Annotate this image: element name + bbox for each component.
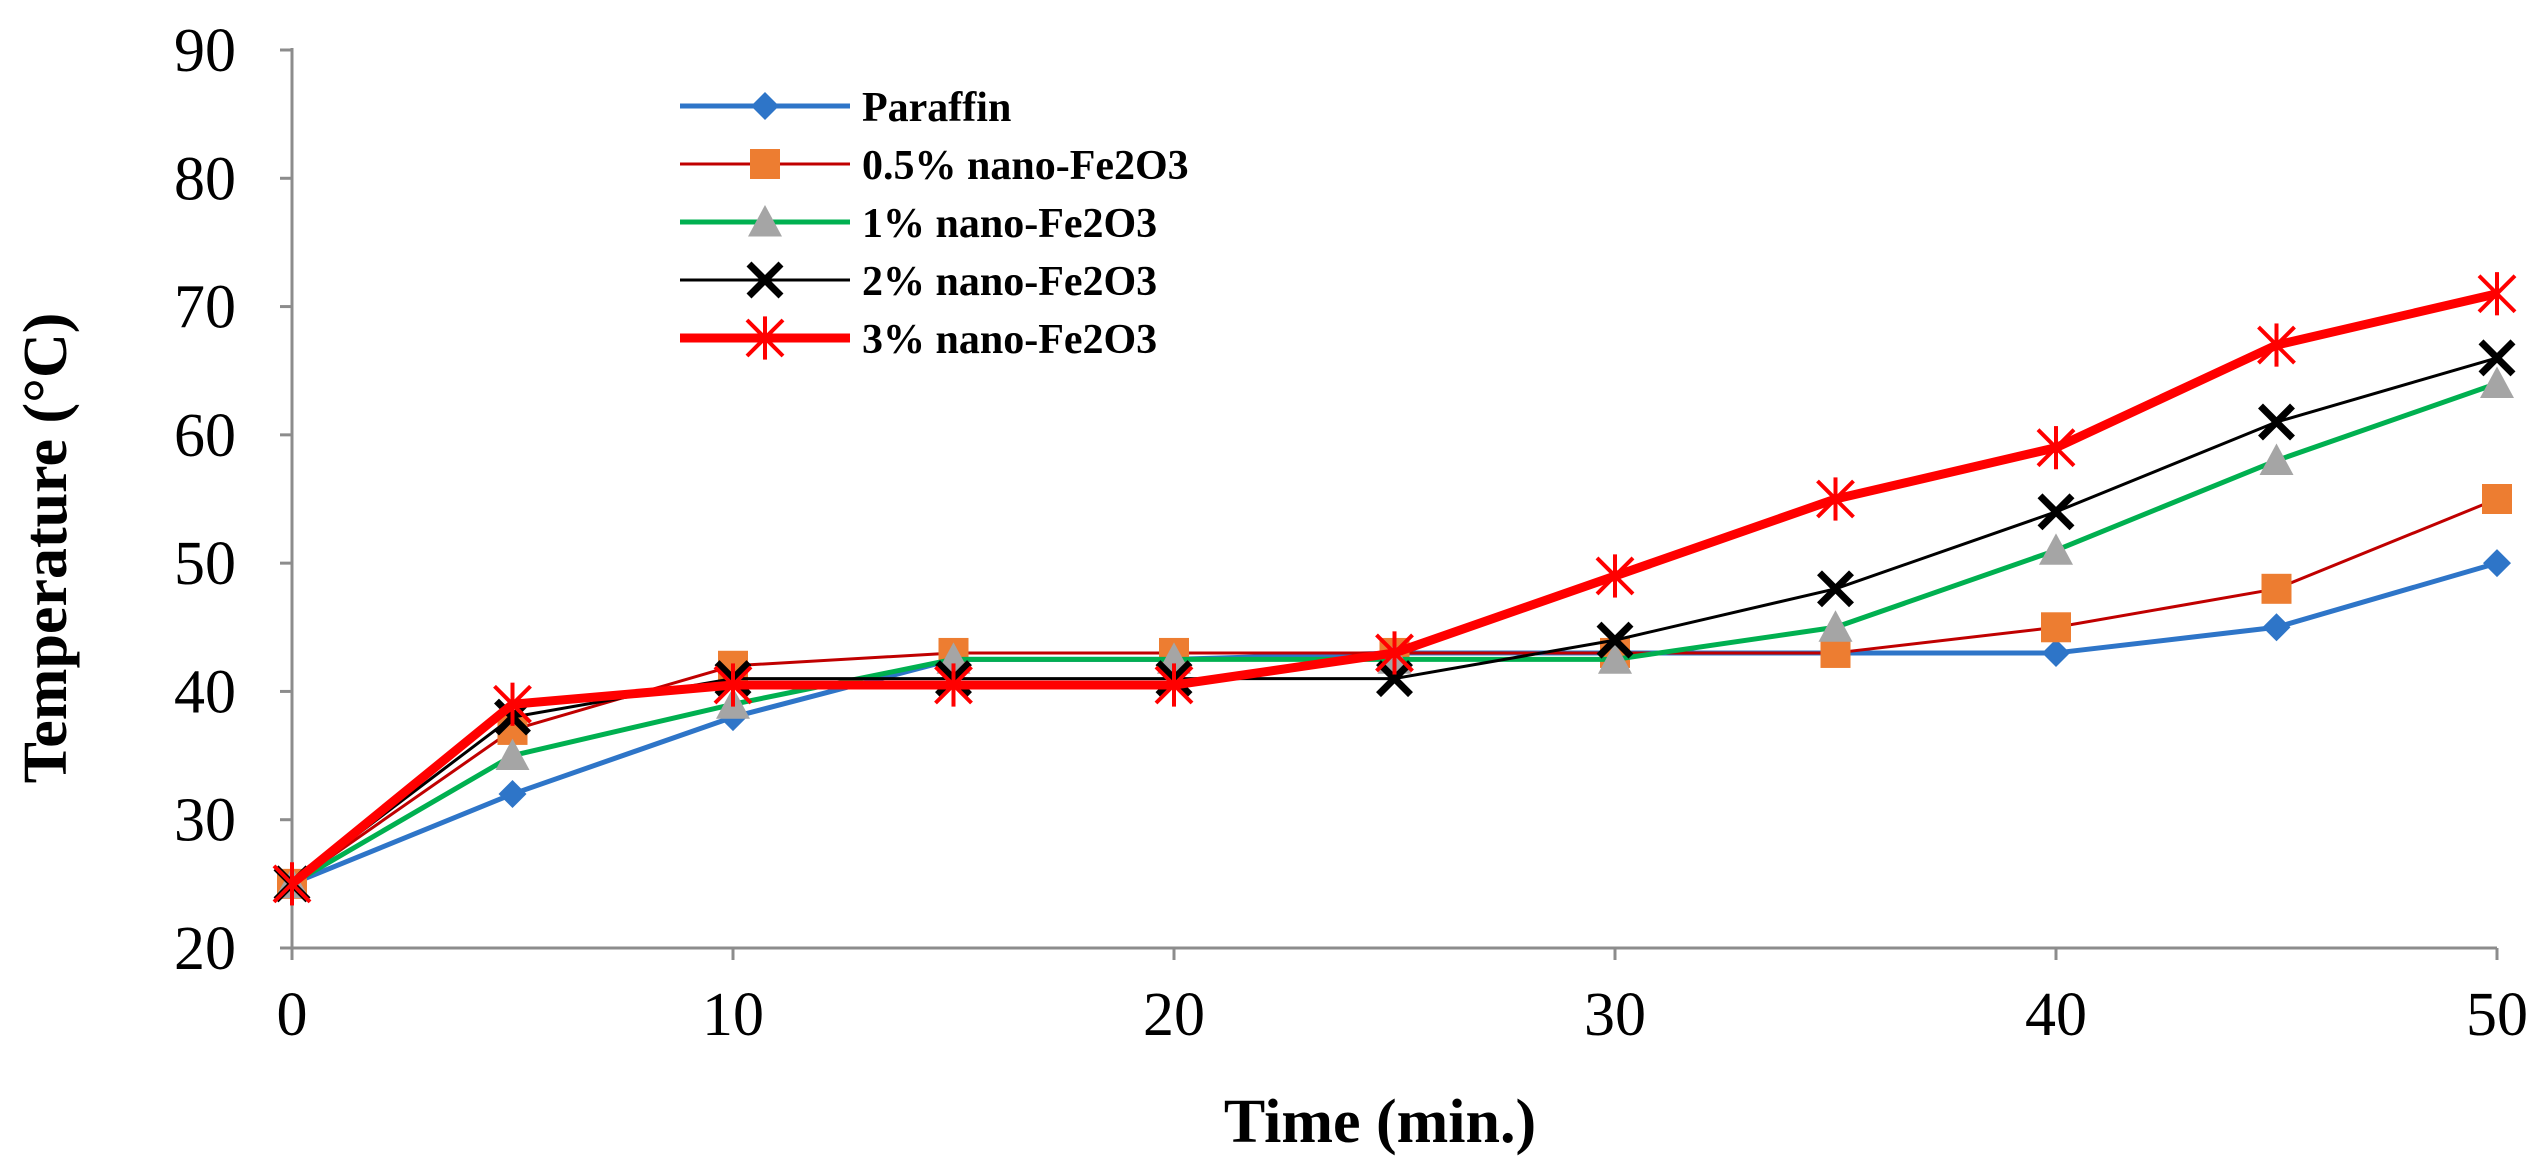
data-point <box>2262 613 2291 642</box>
data-point <box>2261 573 2292 604</box>
legend-entry: 1% nano-Fe2O3 <box>680 201 1157 247</box>
data-point <box>2039 533 2073 565</box>
x-tick-label: 50 <box>2466 981 2528 1049</box>
data-point <box>2477 272 2517 316</box>
legend-marker <box>746 261 784 299</box>
y-tick-label: 40 <box>174 658 236 726</box>
data-point <box>2480 366 2514 398</box>
y-tick-label: 20 <box>174 915 236 983</box>
data-point <box>2478 339 2516 377</box>
x-tick-label: 10 <box>702 981 764 1049</box>
legend-marker <box>745 316 785 360</box>
series-0 <box>278 549 2511 898</box>
series-line <box>289 289 2499 888</box>
legend-label: Paraffin <box>862 85 1011 131</box>
data-point <box>2258 403 2295 441</box>
data-point <box>2042 638 2070 667</box>
series-3 <box>273 339 2516 903</box>
y-tick-label: 30 <box>174 787 236 855</box>
legend-label: 1% nano-Fe2O3 <box>862 201 1157 247</box>
x-marker-stroke <box>2478 339 2516 377</box>
data-point <box>1598 642 1632 674</box>
x-tick-label: 30 <box>1584 981 1646 1049</box>
series-group <box>272 272 2517 906</box>
y-tick-label: 70 <box>174 274 236 342</box>
legend-marker <box>748 205 782 237</box>
legend-marker <box>750 149 780 179</box>
data-point <box>1818 610 1853 642</box>
data-point <box>2482 484 2512 514</box>
legend-entry: 3% nano-Fe2O3 <box>680 316 1157 363</box>
data-point <box>2037 493 2075 531</box>
data-point <box>1817 570 1854 608</box>
y-tick-label: 60 <box>174 402 236 470</box>
x-marker-stroke <box>1376 660 1413 698</box>
data-point <box>498 780 527 809</box>
data-point <box>272 862 312 906</box>
legend-label: 2% nano-Fe2O3 <box>862 259 1157 305</box>
legend-entry: Paraffin <box>680 85 1011 131</box>
series-4 <box>272 272 2517 906</box>
y-tick-label: 80 <box>174 145 236 213</box>
x-marker-stroke <box>1596 621 1634 659</box>
data-point <box>2257 323 2296 367</box>
y-axis-title: Temperature (°C) <box>12 313 80 784</box>
data-point <box>1595 554 1635 598</box>
legend-marker <box>751 92 779 120</box>
data-point <box>2259 443 2294 475</box>
legend: Paraffin 0.5% nano-Fe2O3 1% nano-Fe2O3 2% n… <box>680 85 1189 363</box>
x-tick-label: 20 <box>1143 981 1205 1049</box>
data-point <box>1375 631 1414 675</box>
axes: 20 30 40 50 60 70 80 90 0 10 20 30 40 50 <box>174 17 2528 1049</box>
legend-label: 0.5% nano-Fe2O3 <box>862 143 1189 189</box>
x-tick-label: 40 <box>2025 981 2087 1049</box>
data-point <box>1376 660 1413 698</box>
data-point <box>495 738 530 771</box>
x-marker-stroke <box>1817 570 1854 608</box>
y-tick-label: 90 <box>174 17 236 85</box>
series-line <box>291 356 2498 886</box>
data-point <box>1154 663 1194 707</box>
x-marker-stroke <box>2037 493 2075 531</box>
x-axis-title: Time (min.) <box>1224 1088 1536 1156</box>
data-point <box>493 682 532 726</box>
data-point <box>2036 426 2076 470</box>
data-point <box>713 663 753 707</box>
legend-entry: 0.5% nano-Fe2O3 <box>680 143 1189 189</box>
legend-entry: 2% nano-Fe2O3 <box>680 259 1157 305</box>
y-tick-label: 50 <box>174 530 236 598</box>
data-point <box>934 663 973 707</box>
series-line <box>291 560 2498 887</box>
x-marker-stroke <box>746 261 784 299</box>
data-point <box>1596 621 1634 659</box>
x-tick-label: 0 <box>277 981 308 1049</box>
data-point <box>1820 637 1851 668</box>
legend-label: 3% nano-Fe2O3 <box>862 317 1157 363</box>
data-point <box>2041 612 2071 643</box>
x-marker-stroke <box>2258 403 2295 441</box>
data-point <box>2483 549 2511 578</box>
data-point <box>1816 477 1855 521</box>
